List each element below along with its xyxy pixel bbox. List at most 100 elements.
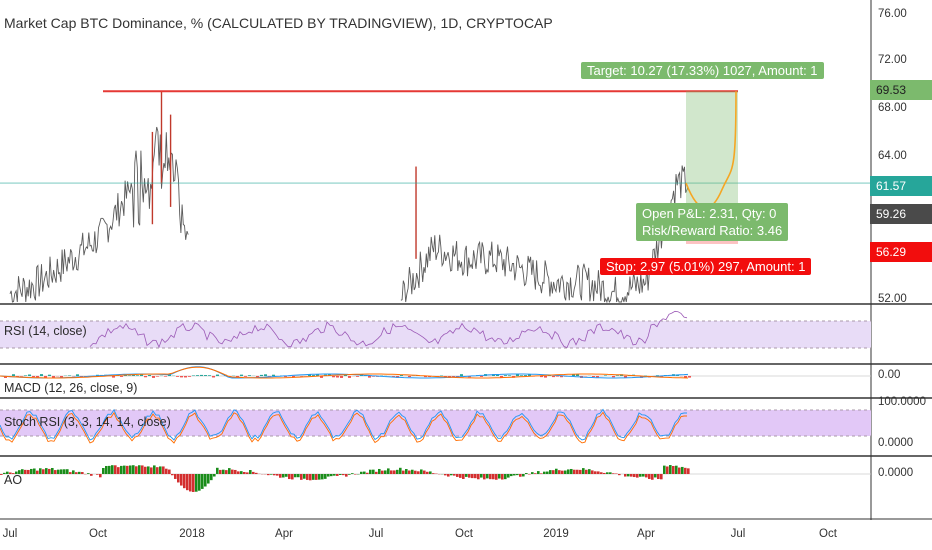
ao-bar bbox=[504, 474, 507, 480]
macd-legend[interactable]: MACD (12, 26, close, 9) bbox=[4, 381, 138, 395]
macd-hist-bar bbox=[312, 375, 315, 376]
ao-bar bbox=[495, 474, 498, 480]
time-label-2019: 2019 bbox=[543, 528, 569, 540]
macd-hist-bar bbox=[308, 374, 311, 376]
macd-hist-bar bbox=[12, 374, 15, 376]
ao-bar bbox=[48, 468, 51, 474]
ao-bar bbox=[3, 472, 6, 474]
macd-hist-bar bbox=[148, 374, 151, 376]
ao-bar bbox=[402, 470, 405, 474]
ao-bar bbox=[186, 474, 189, 491]
ao-bar bbox=[597, 471, 600, 474]
ao-bar bbox=[6, 471, 9, 474]
open-pl-label[interactable]: Open P&L: 2.31, Qty: 0 Risk/Reward Ratio… bbox=[636, 203, 789, 241]
ao-bar bbox=[369, 469, 372, 474]
ao-bar bbox=[144, 466, 147, 474]
rsi-legend[interactable]: RSI (14, close) bbox=[4, 324, 87, 338]
ao-bar bbox=[210, 474, 213, 481]
macd-hist-bar bbox=[320, 376, 323, 378]
stoch-d-line bbox=[0, 411, 687, 444]
price-tick-76: 76.00 bbox=[878, 8, 907, 20]
ao-bar bbox=[399, 467, 402, 474]
macd-hist-bar bbox=[372, 376, 375, 377]
ao-bar bbox=[657, 474, 660, 480]
macd-hist-bar bbox=[152, 376, 155, 378]
ao-bar bbox=[618, 474, 621, 476]
ao-bar bbox=[660, 474, 663, 480]
stoch-rsi-legend[interactable]: Stoch RSI (3, 3, 14, 14, close) bbox=[4, 415, 171, 429]
ao-bar bbox=[69, 472, 72, 474]
macd-hist-bar bbox=[408, 376, 411, 378]
macd-hist-bar bbox=[336, 376, 339, 378]
ao-bar bbox=[552, 470, 555, 474]
ao-bar bbox=[249, 470, 252, 474]
ao-bar bbox=[291, 474, 294, 480]
ao-bar bbox=[534, 473, 537, 474]
macd-hist-bar bbox=[120, 376, 123, 377]
macd-hist-bar bbox=[356, 376, 359, 377]
ao-bar bbox=[687, 468, 690, 474]
macd-hist-bar bbox=[616, 375, 619, 376]
ao-bar bbox=[63, 469, 66, 474]
macd-hist-bar bbox=[596, 376, 599, 378]
ao-bar bbox=[531, 472, 534, 474]
price-series-segment-0 bbox=[9, 126, 189, 303]
ao-bar bbox=[198, 474, 201, 491]
ao-bar bbox=[39, 468, 42, 474]
macd-hist-bar bbox=[128, 375, 131, 376]
ao-bar bbox=[78, 471, 81, 474]
ao-bar bbox=[348, 474, 351, 475]
stop-label[interactable]: Stop: 2.97 (5.01%) 297, Amount: 1 bbox=[600, 258, 812, 275]
macd-hist-bar bbox=[516, 374, 519, 376]
ao-bar bbox=[354, 474, 357, 475]
ao-bar bbox=[381, 470, 384, 474]
pane-dividers bbox=[0, 303, 932, 457]
ao-bar bbox=[0, 474, 3, 475]
target-price-tag: 69.53 bbox=[870, 80, 932, 100]
macd-hist-bar bbox=[256, 376, 259, 378]
ao-bar bbox=[42, 469, 45, 474]
ao-bar bbox=[678, 467, 681, 474]
ao-bar bbox=[522, 474, 525, 477]
ao-bar bbox=[66, 469, 69, 474]
target-label[interactable]: Target: 10.27 (17.33%) 1027, Amount: 1 bbox=[581, 62, 824, 79]
ao-bar bbox=[651, 474, 654, 480]
ao-bar bbox=[216, 467, 219, 474]
ao-bar bbox=[642, 474, 645, 477]
macd-hist-bar bbox=[392, 376, 395, 377]
ao-bar bbox=[312, 474, 315, 480]
ao-bar bbox=[492, 474, 495, 480]
ao-bar bbox=[75, 472, 78, 474]
macd-hist-bar bbox=[576, 374, 579, 376]
ao-bar bbox=[393, 470, 396, 474]
macd-hist-bar bbox=[164, 376, 167, 377]
macd-hist-bar bbox=[52, 376, 55, 378]
ao-bar bbox=[630, 474, 633, 477]
ao-bar bbox=[303, 474, 306, 479]
macd-hist-bar bbox=[144, 376, 147, 378]
ao-bar bbox=[486, 474, 489, 479]
ao-bar bbox=[201, 474, 204, 489]
ao-bar bbox=[339, 474, 342, 475]
ao-bar bbox=[123, 465, 126, 474]
time-label-jul-2018: Jul bbox=[368, 528, 384, 540]
ao-bar bbox=[141, 465, 144, 474]
ao-bar bbox=[60, 469, 63, 474]
rsi-line bbox=[89, 310, 688, 349]
macd-hist-bar bbox=[176, 376, 179, 377]
macd-hist-bar bbox=[612, 376, 615, 378]
ao-bar bbox=[474, 474, 477, 479]
ao-bar bbox=[174, 474, 177, 479]
ao-bar bbox=[309, 474, 312, 481]
ao-bar bbox=[645, 474, 648, 478]
ao-bar bbox=[297, 474, 300, 478]
ao-bar bbox=[546, 471, 549, 474]
macd-hist-bar bbox=[4, 376, 7, 378]
macd-hist-bar bbox=[136, 375, 139, 376]
ao-legend[interactable]: AO bbox=[4, 473, 23, 487]
ao-bar bbox=[480, 474, 483, 478]
macd-hist-bar bbox=[156, 376, 159, 377]
ao-bar bbox=[327, 474, 330, 477]
